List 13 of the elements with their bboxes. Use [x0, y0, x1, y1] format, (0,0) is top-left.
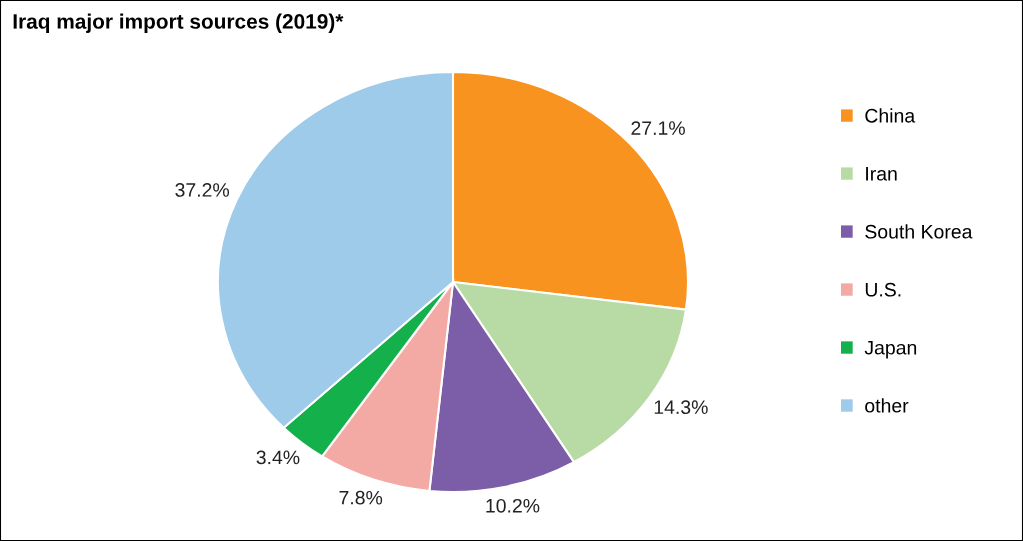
data-label: 10.2% — [486, 498, 540, 513]
legend-label: U.S. — [865, 282, 901, 297]
data-label: 37.2% — [175, 183, 230, 197]
legend-label: China — [865, 108, 916, 123]
data-label: 7.8% — [339, 490, 383, 505]
chart-title: Iraq major import sources (2019)* — [13, 13, 344, 33]
legend-label: South Korea — [865, 224, 973, 239]
data-label: 3.4% — [256, 450, 300, 465]
legend-label: Iran — [866, 167, 897, 181]
legend-label: other — [865, 398, 909, 413]
legend-label: Japan — [864, 341, 917, 359]
data-label: 14.3% — [654, 400, 708, 415]
data-label: 27.1% — [631, 121, 685, 135]
